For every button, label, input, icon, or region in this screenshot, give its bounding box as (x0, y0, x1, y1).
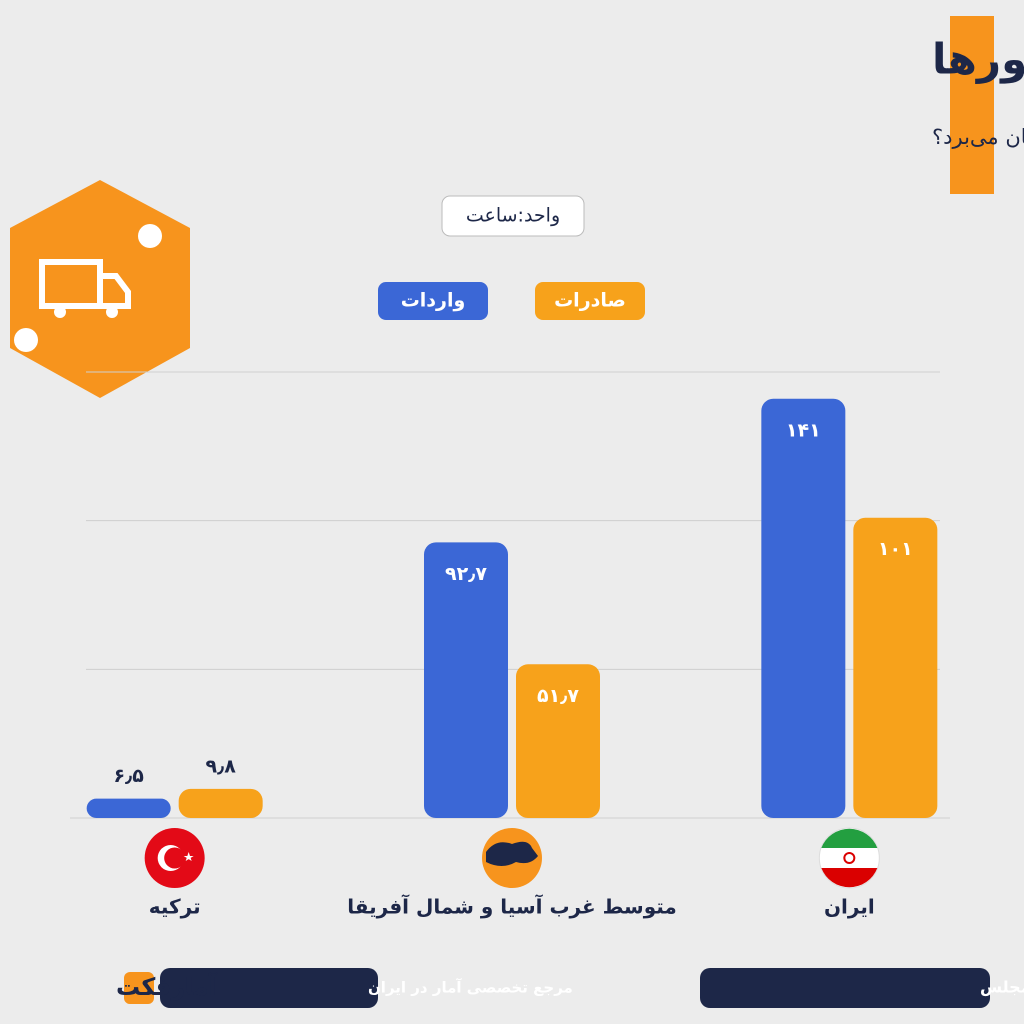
title: مدت زمان تبادل کالا در مرز کشورها (932, 35, 1024, 85)
bar (761, 398, 846, 818)
value-label: ۹٫۸ (206, 755, 237, 777)
tagline: مرجع تخصصی آمار در ایران (368, 979, 573, 997)
value-label: ۹۲٫۷ (445, 563, 487, 585)
category-flag (818, 827, 880, 889)
bar (424, 542, 508, 818)
legend-label: صادرات (554, 290, 626, 312)
bar (516, 664, 600, 818)
flag (821, 868, 878, 888)
source: منبع: مرکز پژوهش‌های مجلس (980, 978, 1024, 998)
legend-label: واردات (401, 290, 466, 312)
value-label: ۶٫۵ (114, 765, 145, 787)
value-label: ۵۱٫۷ (537, 685, 579, 707)
source-box (700, 968, 990, 1008)
brand: آمارفکت (116, 972, 218, 1001)
flag (486, 841, 538, 866)
x-tick-label: متوسط غرب آسیا و شمال آفریقا (347, 894, 677, 919)
x-tick-label: ترکیه (149, 895, 201, 919)
flag (183, 852, 194, 861)
tagline-box (160, 968, 378, 1008)
brand-mark (124, 972, 154, 1004)
flag (843, 852, 856, 864)
value-label: ۱۴۱ (786, 419, 821, 441)
flag (821, 828, 878, 848)
value-label: ۱۰۱ (878, 538, 913, 560)
legend-swatch (378, 282, 488, 320)
accent-bar (950, 16, 994, 194)
unit-label: واحد:ساعت (466, 205, 560, 227)
flag (164, 847, 186, 869)
subtitle: تبادل کالا (واردات و صادرات) در مرزها چه… (932, 125, 1024, 149)
bar (178, 788, 263, 818)
bar (853, 517, 938, 818)
truck-icon (10, 180, 190, 398)
x-tick-label: ایران (824, 895, 875, 919)
bar (86, 798, 171, 818)
unit-box (441, 195, 585, 237)
category-flag (482, 828, 542, 888)
legend-swatch (535, 282, 645, 320)
category-flag (144, 828, 205, 888)
